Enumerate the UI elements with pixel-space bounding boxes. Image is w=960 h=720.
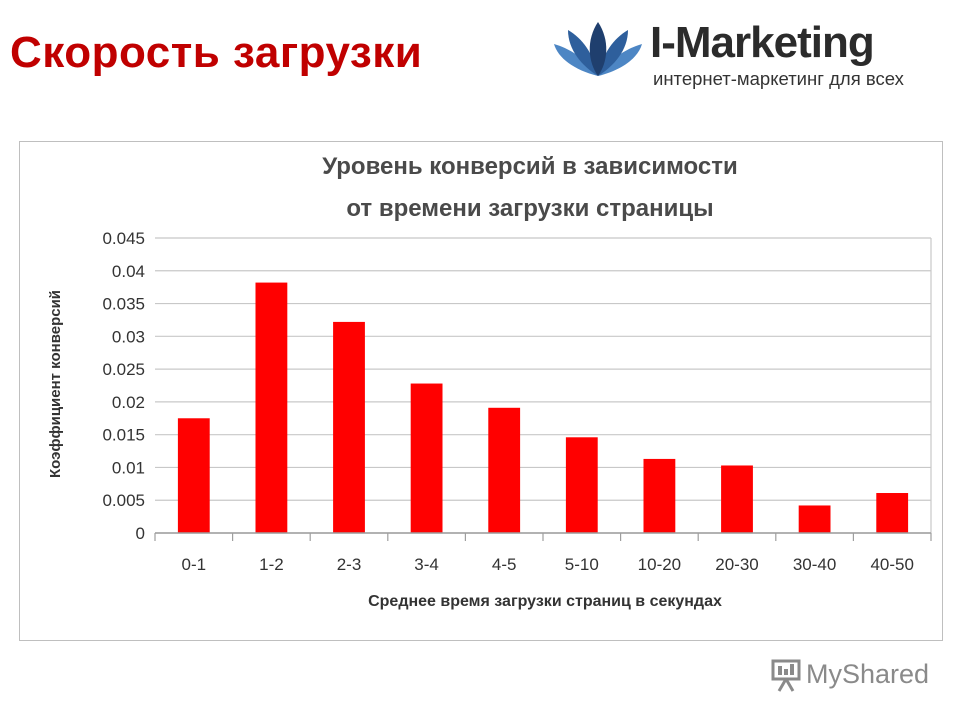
brand-logo: I-Marketing интернет-маркетинг для всех (552, 12, 952, 94)
bar (177, 418, 210, 533)
bar (643, 458, 676, 533)
bar (876, 493, 909, 533)
x-tick-label: 30-40 (793, 555, 836, 574)
logo-brand-name: I-Marketing (650, 18, 875, 67)
chart-frame (19, 141, 943, 641)
watermark-text: MyShared (806, 659, 930, 689)
lotus-icon (554, 22, 642, 76)
x-tick-label: 10-20 (638, 555, 681, 574)
y-tick-label: 0.025 (102, 360, 145, 379)
y-tick-label: 0.02 (112, 393, 145, 412)
x-tick-label: 4-5 (492, 555, 517, 574)
x-tick-label: 0-1 (182, 555, 207, 574)
y-tick-label: 0.035 (102, 295, 145, 314)
y-tick-label: 0 (136, 524, 145, 543)
x-tick-label: 5-10 (565, 555, 599, 574)
chart-title-line-2: от времени загрузки страницы (346, 195, 714, 222)
x-tick-label: 3-4 (414, 555, 439, 574)
bar (721, 465, 753, 533)
y-tick-label: 0.015 (102, 426, 145, 445)
bar (565, 437, 598, 533)
x-tick-label: 2-3 (337, 555, 362, 574)
x-axis-label: Среднее время загрузки страниц в секунда… (368, 593, 722, 610)
y-axis-label: Коэффициент конверсий (47, 290, 64, 478)
x-tick-label: 1-2 (259, 555, 284, 574)
logo-tagline: интернет-маркетинг для всех (653, 68, 904, 89)
x-tick-label: 20-30 (715, 555, 758, 574)
y-tick-label: 0.045 (102, 229, 145, 248)
y-tick-label: 0.01 (112, 458, 145, 477)
y-tick-label: 0.03 (112, 327, 145, 346)
slide-title: Скорость загрузки (10, 28, 423, 77)
chart-title: Уровень конверсий в зависимости от време… (0, 146, 960, 230)
presentation-icon (771, 659, 801, 692)
bar (333, 321, 365, 533)
y-tick-label: 0.04 (112, 262, 145, 281)
bar (255, 282, 288, 533)
bar (410, 383, 443, 533)
x-tick-label: 40-50 (870, 555, 913, 574)
chart-title-line-1: Уровень конверсий в зависимости (322, 153, 738, 180)
bar (798, 505, 831, 533)
y-tick-label: 0.005 (102, 491, 145, 510)
bar (488, 407, 521, 533)
